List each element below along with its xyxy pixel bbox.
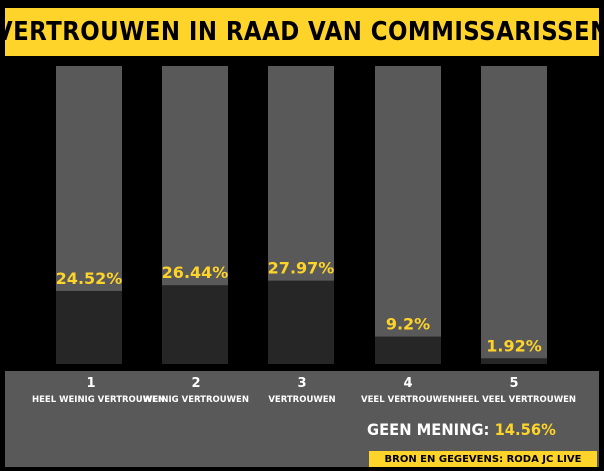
category-label: VERTROUWEN — [268, 395, 336, 405]
category-axis-panel: 1 HEEL WEINIG VERTROUWEN 2 WEINIG VERTRO… — [5, 371, 599, 467]
category-4: 4 VEEL VERTROUWEN — [349, 375, 467, 407]
bar — [481, 358, 547, 364]
bar-value-label: 27.97% — [268, 259, 335, 278]
category-number: 1 — [86, 376, 96, 391]
bar-value-label: 24.52% — [56, 269, 123, 288]
bar-value-label: 26.44% — [162, 263, 229, 282]
no-opinion-note: GEEN MENING: 14.56% — [367, 420, 556, 439]
category-number: 5 — [509, 376, 519, 391]
bar-chart: 24.52% 26.44% 27.97% 9.2% 1.92% — [56, 66, 547, 364]
bar — [56, 290, 122, 364]
source-label: BRON EN GEGEVENS: — [384, 453, 504, 465]
title-banner: VERTROUWEN IN RAAD VAN COMMISSARISSEN — [0, 8, 604, 56]
category-label: WEINIG VERTROUWEN — [143, 395, 249, 405]
category-1: 1 HEEL WEINIG VERTROUWEN — [32, 375, 165, 407]
bar-track — [375, 66, 441, 364]
no-opinion-value: 14.56% — [494, 420, 556, 439]
bar-value-label: 9.2% — [386, 315, 430, 334]
category-number: 2 — [191, 376, 201, 391]
bar-track — [481, 66, 547, 364]
bar-value-label: 1.92% — [486, 336, 542, 355]
category-3: 3 VERTROUWEN — [243, 375, 361, 407]
category-5: 5 HEEL VEEL VERTROUWEN — [455, 375, 576, 407]
category-label: HEEL VEEL VERTROUWEN — [455, 395, 576, 405]
no-opinion-label: GEEN MENING: — [367, 420, 490, 439]
category-label: HEEL WEINIG VERTROUWEN — [32, 395, 165, 405]
category-2: 2 WEINIG VERTROUWEN — [137, 375, 255, 407]
chart-title: VERTROUWEN IN RAAD VAN COMMISSARISSEN — [0, 17, 604, 47]
category-label: VEEL VERTROUWEN — [361, 395, 455, 405]
bar — [268, 280, 334, 364]
bar — [375, 336, 441, 364]
source-name: RODA JC LIVE — [506, 453, 582, 465]
category-number: 3 — [297, 376, 307, 391]
category-number: 4 — [403, 376, 413, 391]
source-banner: BRON EN GEGEVENS: RODA JC LIVE — [369, 451, 597, 467]
bar — [162, 285, 228, 364]
